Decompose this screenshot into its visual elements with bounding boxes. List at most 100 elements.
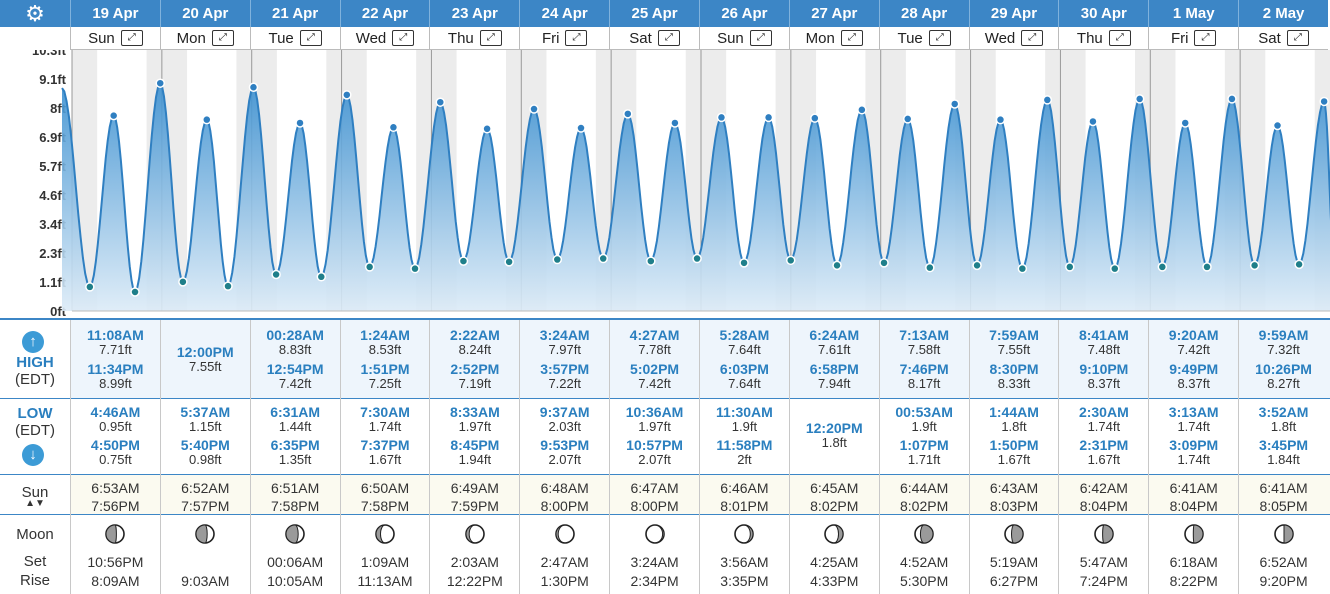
row-divider xyxy=(0,398,1330,399)
day-of-week-label: Thu xyxy=(447,29,474,47)
high-time: 12:54PM xyxy=(266,361,324,377)
tide-point[interactable] xyxy=(1202,262,1212,272)
tide-point[interactable] xyxy=(1249,260,1260,271)
tide-point[interactable] xyxy=(178,277,188,287)
moonset-time: 4:25AM xyxy=(810,554,859,570)
tide-point[interactable] xyxy=(364,262,375,272)
expand-day-icon[interactable]: ⤢ xyxy=(565,30,588,46)
moonset-label: Set xyxy=(23,553,47,570)
tide-point[interactable] xyxy=(85,282,95,292)
tide-point[interactable] xyxy=(1272,120,1283,131)
low-height: 1.74ft xyxy=(1087,419,1121,434)
tide-point[interactable] xyxy=(857,105,867,115)
moon-phase-icon xyxy=(1004,524,1024,544)
low-height: 1.8ft xyxy=(1001,419,1027,434)
tide-point[interactable] xyxy=(316,272,327,282)
tide-point[interactable] xyxy=(739,258,749,268)
expand-day-icon[interactable]: ⤢ xyxy=(1194,30,1217,46)
tide-point[interactable] xyxy=(130,287,140,297)
low-label: LOW xyxy=(17,405,53,422)
tide-point[interactable] xyxy=(716,112,727,123)
day-header: 2 May Sat ⤢ xyxy=(1238,0,1328,50)
tide-point[interactable] xyxy=(692,253,702,264)
expand-day-icon[interactable]: ⤢ xyxy=(749,30,772,46)
day-column: 11:08AM 7.71ft 11:34PM 8.99ft 4:46AM 0.95ft 4:… xyxy=(70,320,160,594)
tide-point[interactable] xyxy=(482,124,492,134)
low-time: 3:09PM xyxy=(1169,437,1219,453)
sunset-time: 8:04PM xyxy=(1079,498,1128,514)
tide-point[interactable] xyxy=(1134,94,1145,104)
expand-day-icon[interactable]: ⤢ xyxy=(928,30,951,46)
high-time: 10:26PM xyxy=(1255,361,1312,377)
tide-point[interactable] xyxy=(388,122,399,133)
tide-point[interactable] xyxy=(1110,263,1120,274)
tide-point[interactable] xyxy=(995,114,1006,125)
tide-point[interactable] xyxy=(1157,262,1168,272)
expand-day-icon[interactable]: ⤢ xyxy=(299,30,322,46)
expand-day-icon[interactable]: ⤢ xyxy=(1108,30,1131,46)
tide-table: ↑ HIGH (EDT) LOW (EDT) ↓ Sun ▲▼ Moon Set… xyxy=(0,318,1330,594)
tide-point[interactable] xyxy=(410,263,420,274)
tide-point[interactable] xyxy=(949,99,960,109)
tide-point[interactable] xyxy=(785,255,796,266)
low-height: 0.75ft xyxy=(99,452,132,467)
tide-point[interactable] xyxy=(1042,95,1053,105)
tide-point[interactable] xyxy=(108,110,119,121)
sun-band xyxy=(70,474,1330,514)
tide-point[interactable] xyxy=(832,260,842,271)
high-height: 7.48ft xyxy=(1087,342,1121,357)
tide-point[interactable] xyxy=(623,109,633,119)
day-header: 25 Apr Sat ⤢ xyxy=(609,0,699,50)
sunset-time: 7:56PM xyxy=(91,498,140,514)
tide-point[interactable] xyxy=(576,123,586,133)
tide-point[interactable] xyxy=(879,258,889,268)
tide-point[interactable] xyxy=(248,82,259,92)
tide-point[interactable] xyxy=(925,262,935,273)
tide-point[interactable] xyxy=(1227,94,1237,104)
tide-point[interactable] xyxy=(1319,96,1329,107)
tide-point[interactable] xyxy=(202,114,212,125)
tide-point[interactable] xyxy=(504,257,514,267)
tide-point[interactable] xyxy=(223,281,233,291)
expand-day-icon[interactable]: ⤢ xyxy=(479,30,502,46)
tide-point[interactable] xyxy=(1294,259,1304,270)
tide-point[interactable] xyxy=(646,256,656,266)
tide-point[interactable] xyxy=(271,269,281,280)
moonset-time: 10:56PM xyxy=(87,554,144,570)
moonset-time: 1:09AM xyxy=(360,554,410,570)
high-label: HIGH xyxy=(16,354,54,371)
expand-day-icon[interactable]: ⤢ xyxy=(120,30,143,46)
tide-point[interactable] xyxy=(763,112,774,123)
settings-gear-icon[interactable]: ⚙ xyxy=(0,0,70,27)
tide-point[interactable] xyxy=(1017,263,1028,274)
tide-point[interactable] xyxy=(458,256,469,266)
tide-point[interactable] xyxy=(295,118,305,128)
day-date: 29 Apr xyxy=(968,0,1059,27)
tide-point[interactable] xyxy=(435,97,446,107)
tide-point[interactable] xyxy=(342,90,352,100)
expand-day-icon[interactable]: ⤢ xyxy=(1021,30,1044,46)
tide-point[interactable] xyxy=(1180,118,1190,128)
expand-day-icon[interactable]: ⤢ xyxy=(1286,30,1309,46)
expand-day-icon[interactable]: ⤢ xyxy=(657,30,680,46)
sunrise-time: 6:51AM xyxy=(271,480,320,496)
day-date: 2 May xyxy=(1238,0,1328,27)
expand-day-icon[interactable]: ⤢ xyxy=(211,30,234,46)
low-time: 1:44AM xyxy=(989,404,1039,420)
tide-point[interactable] xyxy=(810,113,820,123)
tide-point[interactable] xyxy=(1088,116,1098,127)
tide-point[interactable] xyxy=(670,118,680,128)
high-height: 7.55ft xyxy=(997,342,1031,357)
tide-point[interactable] xyxy=(155,78,165,88)
expand-day-icon[interactable]: ⤢ xyxy=(840,30,863,46)
expand-day-icon[interactable]: ⤢ xyxy=(392,30,415,46)
day-date: 19 Apr xyxy=(70,0,160,27)
tide-point[interactable] xyxy=(902,114,913,124)
tide-point[interactable] xyxy=(972,260,982,271)
moon-phase-icon xyxy=(195,524,216,544)
tide-point[interactable] xyxy=(529,104,539,114)
tide-point[interactable] xyxy=(552,254,563,265)
tide-point[interactable] xyxy=(1065,262,1075,272)
tide-point[interactable] xyxy=(598,253,608,264)
day-header: 20 Apr Mon ⤢ xyxy=(159,0,250,50)
